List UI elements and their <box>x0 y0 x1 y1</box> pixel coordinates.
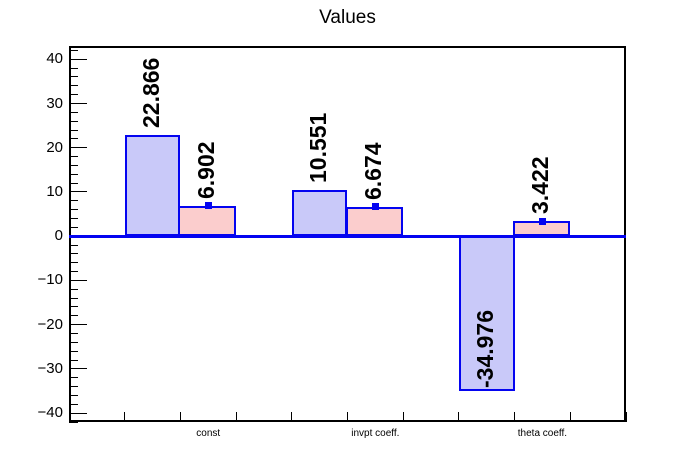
y-minor-tick <box>69 164 78 166</box>
y-tick-label: 40 <box>46 50 63 68</box>
y-minor-tick <box>69 85 78 87</box>
y-minor-tick <box>69 156 78 158</box>
x-tick <box>291 412 293 422</box>
x-tick <box>235 412 237 422</box>
chart-title: Values <box>319 7 376 28</box>
y-minor-tick <box>69 297 78 299</box>
y-minor-tick <box>69 262 78 264</box>
y-minor-tick <box>69 111 78 113</box>
y-tick-label: 0 <box>54 227 63 245</box>
bar-value-label: 6.902 <box>193 141 220 199</box>
bar-secondary <box>178 205 237 237</box>
y-minor-tick <box>69 182 78 184</box>
y-major-tick <box>69 368 87 370</box>
y-minor-tick <box>69 173 78 175</box>
y-minor-tick <box>69 315 78 317</box>
bar-primary <box>124 135 181 237</box>
x-tick <box>514 412 516 422</box>
y-tick-label: 30 <box>46 94 63 112</box>
y-major-tick <box>69 147 87 149</box>
y-tick-label: −10 <box>37 271 63 289</box>
y-tick-label: −30 <box>37 359 63 377</box>
y-major-tick <box>69 191 87 193</box>
x-tick <box>124 412 126 422</box>
x-tick <box>625 412 627 422</box>
y-minor-tick <box>69 403 78 405</box>
y-minor-tick <box>69 244 78 246</box>
y-minor-tick <box>69 67 78 69</box>
x-tick <box>458 412 460 422</box>
bar-primary <box>291 189 348 237</box>
y-minor-tick <box>69 49 78 51</box>
y-minor-tick <box>69 271 78 273</box>
bar-value-label: 10.551 <box>304 112 331 183</box>
x-tick <box>68 412 70 422</box>
error-marker <box>371 203 379 211</box>
y-minor-tick <box>69 94 78 96</box>
y-minor-tick <box>69 218 78 220</box>
y-minor-tick <box>69 129 78 131</box>
error-marker <box>538 217 546 225</box>
y-major-tick <box>69 103 87 104</box>
y-tick-label: 20 <box>46 138 63 156</box>
y-major-tick <box>69 412 87 414</box>
y-minor-tick <box>69 120 78 122</box>
bar-value-label: 3.422 <box>527 156 554 215</box>
error-marker <box>204 202 212 210</box>
y-minor-tick <box>69 394 78 396</box>
x-tick <box>402 412 404 422</box>
y-minor-tick <box>69 209 78 211</box>
y-minor-tick <box>69 359 78 361</box>
y-major-tick <box>69 324 87 326</box>
y-minor-tick <box>69 226 78 228</box>
y-minor-tick <box>69 253 78 255</box>
y-minor-tick <box>69 288 78 290</box>
x-axis-label: invpt coeff. <box>351 428 400 439</box>
zero-line <box>69 234 626 238</box>
y-minor-tick <box>69 341 78 343</box>
y-major-tick <box>69 279 87 281</box>
y-minor-tick <box>69 421 78 423</box>
y-minor-tick <box>69 333 78 335</box>
y-minor-tick <box>69 377 78 379</box>
y-minor-tick <box>69 76 78 78</box>
x-tick <box>179 412 181 422</box>
y-tick-label: 10 <box>46 182 63 200</box>
y-major-tick <box>69 58 87 60</box>
bar-primary <box>458 236 515 391</box>
x-axis-label: const <box>196 428 221 439</box>
y-minor-tick <box>69 350 78 352</box>
y-minor-tick <box>69 306 78 308</box>
x-tick <box>347 412 348 422</box>
y-tick-label: −20 <box>37 315 63 333</box>
bar-value-label: 22.866 <box>137 57 164 129</box>
bar-secondary <box>345 206 404 237</box>
bar-value-label: -34.976 <box>471 309 498 388</box>
y-minor-tick <box>69 386 78 388</box>
y-tick-label: −40 <box>37 404 63 422</box>
x-tick <box>569 412 571 422</box>
x-axis-label: theta coeff. <box>517 428 568 439</box>
bar-value-label: 6.674 <box>360 142 387 200</box>
y-minor-tick <box>69 138 78 140</box>
y-minor-tick <box>69 200 78 202</box>
